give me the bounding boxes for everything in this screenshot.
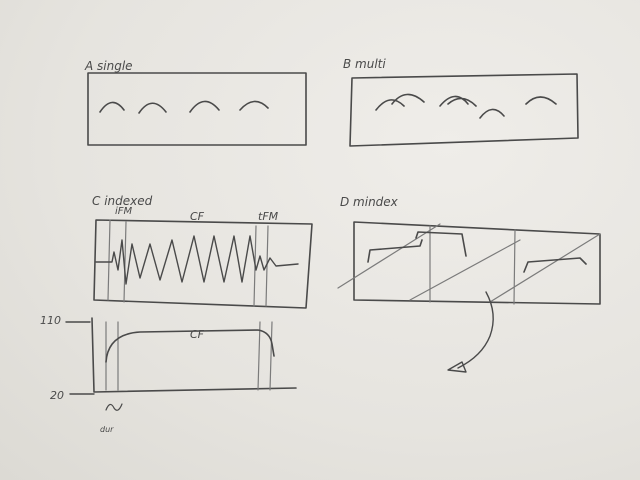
- panel-b-arcs: [375, 93, 557, 119]
- panel-e-squiggle: [105, 403, 123, 411]
- panel-a-arcs: [99, 100, 269, 114]
- panel-d-gridlines: [337, 223, 601, 305]
- panel-e-axes: [91, 317, 297, 393]
- panel-e: 110 20 CF dur: [40, 314, 297, 434]
- panel-a-box: [87, 72, 307, 146]
- panel-d-box: [353, 221, 601, 305]
- panel-c-cf-label: CF: [190, 210, 205, 223]
- panel-a-label: A single: [84, 59, 133, 73]
- panel-b-box: [349, 73, 579, 147]
- panel-e-x-label: dur: [100, 425, 114, 434]
- panel-e-cf-label: CF: [190, 328, 205, 341]
- panel-e-ybottom-label: 20: [50, 389, 64, 402]
- panel-c-tfm-label: tFM: [258, 210, 279, 223]
- panel-c-markers: [107, 219, 269, 307]
- panel-e-markers: [105, 321, 273, 391]
- panel-d: D mindex: [337, 195, 601, 373]
- panel-e-curve: [105, 329, 275, 363]
- panel-a: A single: [84, 59, 307, 146]
- panel-e-ticks: [65, 321, 95, 395]
- panel-d-steps: [367, 231, 587, 273]
- panel-b-label: B multi: [343, 57, 386, 71]
- panel-c-waveform: [95, 235, 299, 285]
- panel-d-label: D mindex: [340, 195, 399, 209]
- panel-d-arrowhead-icon: [447, 361, 467, 373]
- panel-e-ytop-label: 110: [40, 314, 61, 327]
- panel-c-ifm-label: iFM: [115, 206, 133, 217]
- panel-c-label: C indexed: [92, 194, 153, 208]
- panel-c: C indexed iFM CF tFM: [92, 194, 313, 309]
- panel-d-arrow-curve: [457, 291, 494, 369]
- panel-c-box: [93, 219, 313, 309]
- panel-b: B multi: [343, 57, 579, 147]
